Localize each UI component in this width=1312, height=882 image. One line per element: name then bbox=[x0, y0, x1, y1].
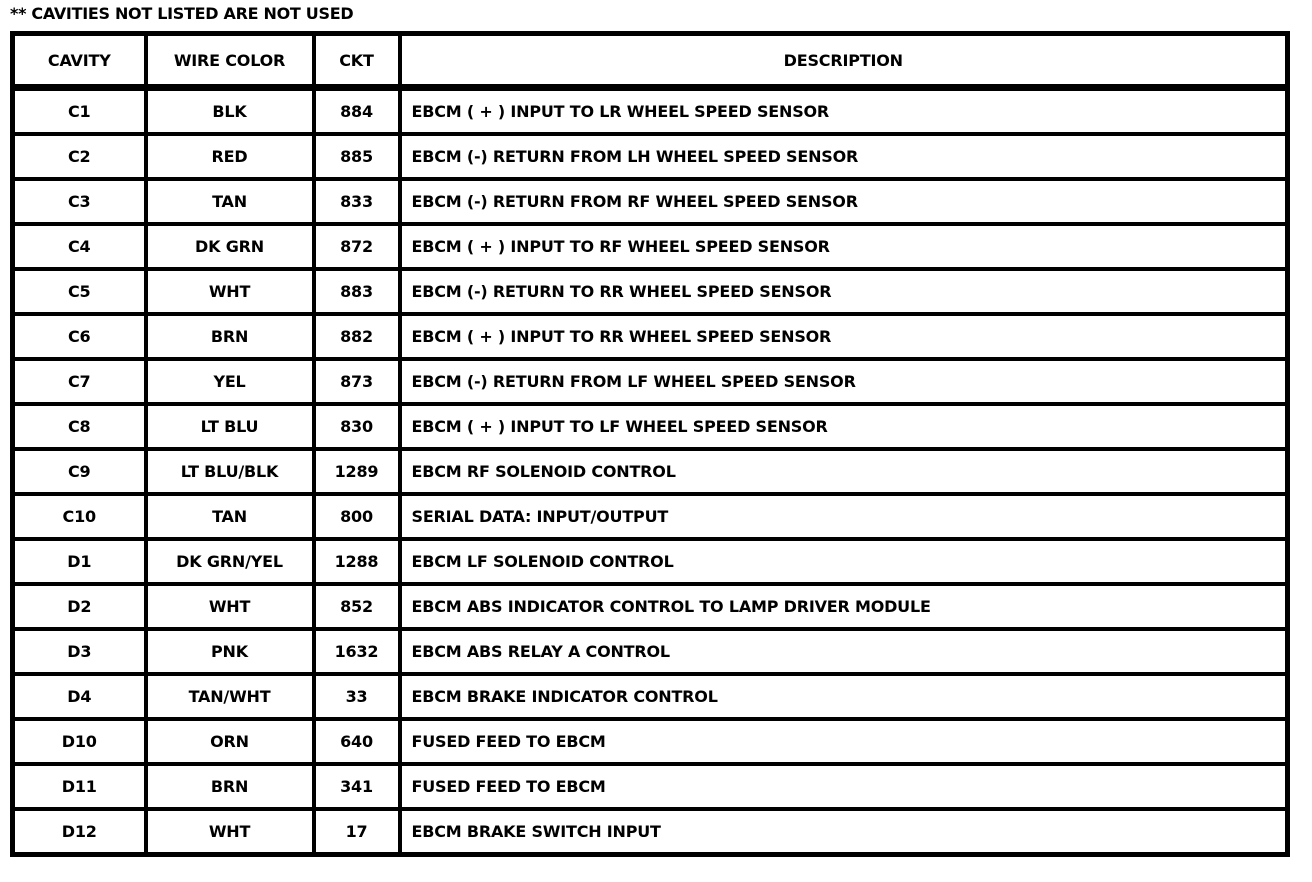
ckt-cell: 17 bbox=[311, 807, 402, 857]
cavity-cell: C9 bbox=[10, 447, 148, 496]
description-cell: FUSED FEED TO EBCM bbox=[397, 717, 1290, 766]
table-row: D12 WHT 17 EBCM BRAKE SWITCH INPUT bbox=[10, 807, 1290, 857]
cavities-note: ** CAVITIES NOT LISTED ARE NOT USED bbox=[10, 4, 354, 23]
cavity-cell: D10 bbox=[10, 717, 148, 766]
header-ckt: CKT bbox=[311, 31, 402, 91]
description-cell: EBCM (-) RETURN FROM LF WHEEL SPEED SENS… bbox=[397, 357, 1290, 406]
cavity-table: CAVITY WIRE COLOR CKT DESCRIPTION C1 BLK 8… bbox=[10, 31, 1290, 857]
ckt-cell: 1288 bbox=[311, 537, 402, 586]
header-cavity: CAVITY bbox=[10, 31, 148, 91]
table-row: C1 BLK 884 EBCM ( + ) INPUT TO LR WHEEL SPE… bbox=[10, 85, 1290, 136]
cavity-cell: D12 bbox=[10, 807, 148, 857]
wire-color-cell: DK GRN/YEL bbox=[143, 537, 316, 586]
table-row: C9 LT BLU/BLK 1289 EBCM RF SOLENOID CONTROL bbox=[10, 447, 1290, 496]
ckt-cell: 1632 bbox=[311, 627, 402, 676]
wire-color-cell: YEL bbox=[143, 357, 316, 406]
header-row: CAVITY WIRE COLOR CKT DESCRIPTION bbox=[10, 31, 1290, 91]
wire-color-cell: WHT bbox=[143, 807, 316, 857]
table-row: C4 DK GRN 872 EBCM ( + ) INPUT TO RF WHEEL … bbox=[10, 222, 1290, 271]
cavity-cell: D1 bbox=[10, 537, 148, 586]
description-cell: EBCM ABS INDICATOR CONTROL TO LAMP DRIVE… bbox=[397, 582, 1290, 631]
table-row: C5 WHT 883 EBCM (-) RETURN TO RR WHEEL SPEE… bbox=[10, 267, 1290, 316]
description-cell: EBCM (-) RETURN FROM LH WHEEL SPEED SENS… bbox=[397, 132, 1290, 181]
cavity-cell: C6 bbox=[10, 312, 148, 361]
table-row: C2 RED 885 EBCM (-) RETURN FROM LH WHEEL SP… bbox=[10, 132, 1290, 181]
table-row: D10 ORN 640 FUSED FEED TO EBCM bbox=[10, 717, 1290, 766]
table-row: D1 DK GRN/YEL 1288 EBCM LF SOLENOID CONTROL bbox=[10, 537, 1290, 586]
wire-color-cell: TAN/WHT bbox=[143, 672, 316, 721]
wire-color-cell: TAN bbox=[143, 177, 316, 226]
description-cell: EBCM (-) RETURN FROM RF WHEEL SPEED SENS… bbox=[397, 177, 1290, 226]
ckt-cell: 852 bbox=[311, 582, 402, 631]
table-row: D3 PNK 1632 EBCM ABS RELAY A CONTROL bbox=[10, 627, 1290, 676]
ckt-cell: 885 bbox=[311, 132, 402, 181]
ckt-cell: 640 bbox=[311, 717, 402, 766]
cavity-cell: C7 bbox=[10, 357, 148, 406]
cavity-cell: C2 bbox=[10, 132, 148, 181]
description-cell: SERIAL DATA: INPUT/OUTPUT bbox=[397, 492, 1290, 541]
wire-color-cell: PNK bbox=[143, 627, 316, 676]
table-row: D2 WHT 852 EBCM ABS INDICATOR CONTROL TO LA… bbox=[10, 582, 1290, 631]
wire-color-cell: LT BLU bbox=[143, 402, 316, 451]
cavity-cell: C3 bbox=[10, 177, 148, 226]
ckt-cell: 882 bbox=[311, 312, 402, 361]
table-row: C7 YEL 873 EBCM (-) RETURN FROM LF WHEEL SP… bbox=[10, 357, 1290, 406]
description-cell: EBCM ( + ) INPUT TO RR WHEEL SPEED SENSO… bbox=[397, 312, 1290, 361]
description-cell: EBCM BRAKE INDICATOR CONTROL bbox=[397, 672, 1290, 721]
ckt-cell: 1289 bbox=[311, 447, 402, 496]
description-cell: EBCM ( + ) INPUT TO LF WHEEL SPEED SENSO… bbox=[397, 402, 1290, 451]
wire-color-cell: LT BLU/BLK bbox=[143, 447, 316, 496]
cavity-cell: C4 bbox=[10, 222, 148, 271]
table-row: C10 TAN 800 SERIAL DATA: INPUT/OUTPUT bbox=[10, 492, 1290, 541]
wire-color-cell: WHT bbox=[143, 582, 316, 631]
table-row: D4 TAN/WHT 33 EBCM BRAKE INDICATOR CONTROL bbox=[10, 672, 1290, 721]
cavity-cell: D4 bbox=[10, 672, 148, 721]
table-row: C3 TAN 833 EBCM (-) RETURN FROM RF WHEEL SP… bbox=[10, 177, 1290, 226]
cavity-cell: D2 bbox=[10, 582, 148, 631]
wire-color-cell: BRN bbox=[143, 762, 316, 811]
description-cell: EBCM ( + ) INPUT TO LR WHEEL SPEED SENSO… bbox=[397, 85, 1290, 136]
table-row: D11 BRN 341 FUSED FEED TO EBCM bbox=[10, 762, 1290, 811]
header-wire-color: WIRE COLOR bbox=[143, 31, 316, 91]
cavity-cell: C1 bbox=[10, 85, 148, 136]
cavity-cell: D3 bbox=[10, 627, 148, 676]
header-description: DESCRIPTION bbox=[397, 31, 1290, 91]
ckt-cell: 833 bbox=[311, 177, 402, 226]
ckt-cell: 872 bbox=[311, 222, 402, 271]
wire-color-cell: BLK bbox=[143, 85, 316, 136]
ckt-cell: 800 bbox=[311, 492, 402, 541]
cavity-cell: D11 bbox=[10, 762, 148, 811]
wire-color-cell: RED bbox=[143, 132, 316, 181]
table-row: C8 LT BLU 830 EBCM ( + ) INPUT TO LF WHEEL … bbox=[10, 402, 1290, 451]
description-cell: EBCM ( + ) INPUT TO RF WHEEL SPEED SENSO… bbox=[397, 222, 1290, 271]
wire-color-cell: BRN bbox=[143, 312, 316, 361]
cavity-cell: C5 bbox=[10, 267, 148, 316]
cavity-cell: C10 bbox=[10, 492, 148, 541]
wire-color-cell: ORN bbox=[143, 717, 316, 766]
table-row: C6 BRN 882 EBCM ( + ) INPUT TO RR WHEEL SPE… bbox=[10, 312, 1290, 361]
ckt-cell: 884 bbox=[311, 85, 402, 136]
ckt-cell: 883 bbox=[311, 267, 402, 316]
wire-color-cell: DK GRN bbox=[143, 222, 316, 271]
description-cell: FUSED FEED TO EBCM bbox=[397, 762, 1290, 811]
wire-color-cell: TAN bbox=[143, 492, 316, 541]
ckt-cell: 33 bbox=[311, 672, 402, 721]
description-cell: EBCM ABS RELAY A CONTROL bbox=[397, 627, 1290, 676]
description-cell: EBCM BRAKE SWITCH INPUT bbox=[397, 807, 1290, 857]
ckt-cell: 830 bbox=[311, 402, 402, 451]
wire-color-cell: WHT bbox=[143, 267, 316, 316]
description-cell: EBCM RF SOLENOID CONTROL bbox=[397, 447, 1290, 496]
ckt-cell: 873 bbox=[311, 357, 402, 406]
description-cell: EBCM (-) RETURN TO RR WHEEL SPEED SENSOR bbox=[397, 267, 1290, 316]
description-cell: EBCM LF SOLENOID CONTROL bbox=[397, 537, 1290, 586]
ckt-cell: 341 bbox=[311, 762, 402, 811]
cavity-cell: C8 bbox=[10, 402, 148, 451]
